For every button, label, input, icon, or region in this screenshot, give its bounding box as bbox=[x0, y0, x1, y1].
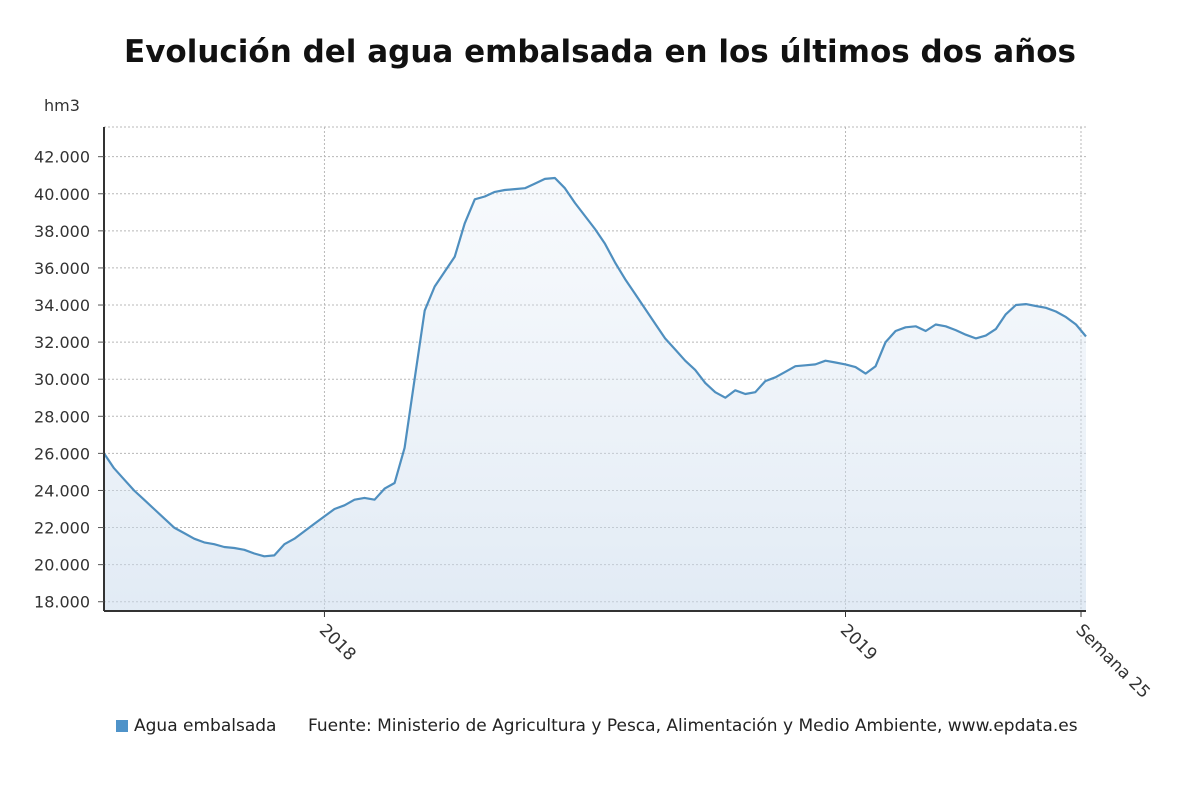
y-tick-label: 30.000 bbox=[34, 370, 90, 389]
series-line-agua-embalsada bbox=[103, 176, 1087, 558]
y-tick-label: 40.000 bbox=[34, 185, 90, 204]
y-tick-label: 28.000 bbox=[34, 407, 90, 426]
series-area bbox=[103, 176, 1087, 611]
legend-label: Agua embalsada bbox=[134, 716, 277, 736]
x-tick-label: Semana 25 bbox=[1071, 620, 1153, 702]
y-axis-unit-label: hm3 bbox=[44, 96, 80, 115]
source-note: Fuente: Ministerio de Agricultura y Pesc… bbox=[308, 716, 1078, 736]
y-tick-label: 22.000 bbox=[34, 519, 90, 538]
y-tick-label: 26.000 bbox=[34, 444, 90, 463]
y-tick-label: 24.000 bbox=[34, 481, 90, 500]
y-axis-ticks: 18.000 20.000 22.000 24.000 26.000 28.000 30.0… bbox=[34, 148, 104, 612]
x-tick-label: 2018 bbox=[315, 620, 360, 665]
y-tick-label: 36.000 bbox=[34, 259, 90, 278]
y-tick-label: 32.000 bbox=[34, 333, 90, 352]
y-tick-label: 34.000 bbox=[34, 296, 90, 315]
chart-title: Evolución del agua embalsada en los últi… bbox=[124, 34, 1076, 70]
y-tick-label: 18.000 bbox=[34, 593, 90, 612]
x-axis-ticks: 2018 2019 Semana 25 bbox=[315, 611, 1154, 703]
y-tick-label: 42.000 bbox=[34, 148, 90, 167]
x-tick-label: 2019 bbox=[836, 620, 881, 665]
legend-swatch bbox=[116, 720, 128, 732]
axes bbox=[103, 127, 1086, 612]
y-tick-label: 20.000 bbox=[34, 556, 90, 575]
y-tick-label: 38.000 bbox=[34, 222, 90, 241]
legend: Agua embalsada bbox=[116, 716, 276, 736]
series-area-fill bbox=[104, 178, 1086, 611]
